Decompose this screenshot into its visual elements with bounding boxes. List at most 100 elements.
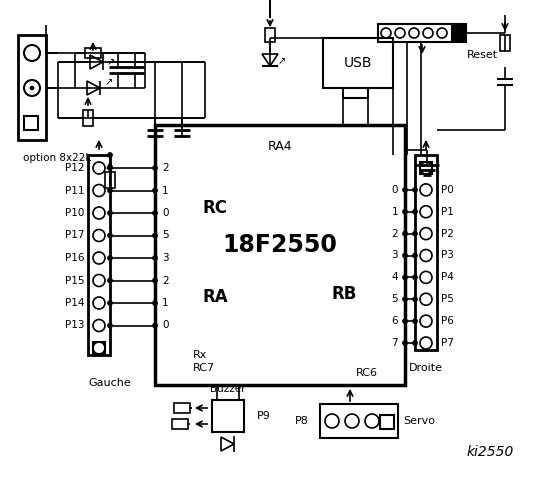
- Text: 2: 2: [392, 228, 398, 239]
- Text: ↗: ↗: [278, 56, 286, 66]
- Circle shape: [107, 300, 112, 305]
- Circle shape: [107, 153, 112, 157]
- Circle shape: [403, 275, 408, 280]
- Text: Droite: Droite: [409, 363, 443, 373]
- Bar: [323, 38, 393, 88]
- Text: P7: P7: [441, 338, 454, 348]
- Circle shape: [403, 187, 408, 192]
- Text: RC6: RC6: [356, 368, 378, 378]
- Circle shape: [413, 297, 418, 302]
- Circle shape: [153, 211, 158, 216]
- Bar: [380, 415, 394, 429]
- Text: 0: 0: [162, 208, 169, 218]
- Circle shape: [413, 275, 418, 280]
- Bar: [378, 24, 466, 42]
- Text: RC: RC: [203, 199, 228, 217]
- Bar: [105, 172, 115, 188]
- Circle shape: [413, 231, 418, 236]
- Circle shape: [107, 233, 112, 238]
- Text: P6: P6: [441, 316, 454, 326]
- Bar: [24, 116, 38, 130]
- Text: P12: P12: [65, 163, 84, 173]
- Bar: [452, 26, 464, 40]
- Text: 2: 2: [162, 163, 169, 173]
- Bar: [155, 125, 405, 385]
- Text: 0: 0: [162, 321, 169, 331]
- Text: RA4: RA4: [268, 141, 293, 154]
- Circle shape: [107, 166, 112, 170]
- Text: ki2550: ki2550: [466, 445, 514, 459]
- Text: RA: RA: [203, 288, 228, 306]
- Text: 18F2550: 18F2550: [222, 233, 337, 257]
- Text: Reset: Reset: [467, 50, 498, 60]
- Bar: [85, 48, 101, 58]
- Circle shape: [153, 233, 158, 238]
- Bar: [415, 155, 437, 350]
- Bar: [500, 35, 510, 51]
- Circle shape: [403, 340, 408, 346]
- Bar: [83, 110, 93, 126]
- Circle shape: [403, 253, 408, 258]
- Text: 3: 3: [162, 253, 169, 263]
- Text: option 8x22k: option 8x22k: [23, 153, 91, 163]
- Circle shape: [403, 209, 408, 214]
- Text: P5: P5: [441, 294, 454, 304]
- Bar: [18, 35, 46, 140]
- Text: P1: P1: [441, 207, 454, 217]
- Text: 7: 7: [392, 338, 398, 348]
- Text: USB: USB: [344, 56, 372, 70]
- Bar: [420, 162, 432, 174]
- Circle shape: [153, 323, 158, 328]
- Bar: [320, 404, 398, 438]
- Text: 1: 1: [162, 298, 169, 308]
- Bar: [265, 28, 275, 42]
- Circle shape: [403, 297, 408, 302]
- Circle shape: [107, 211, 112, 216]
- Text: ↗: ↗: [107, 57, 115, 67]
- Text: ↗: ↗: [105, 77, 113, 87]
- Text: 2: 2: [162, 276, 169, 286]
- Circle shape: [107, 255, 112, 261]
- Text: 1: 1: [392, 207, 398, 217]
- Text: Servo: Servo: [403, 416, 435, 426]
- Circle shape: [403, 231, 408, 236]
- Circle shape: [413, 209, 418, 214]
- Circle shape: [403, 319, 408, 324]
- Text: P9: P9: [257, 411, 271, 421]
- Text: P16: P16: [65, 253, 84, 263]
- Bar: [212, 400, 244, 432]
- Text: P8: P8: [295, 416, 309, 426]
- Text: RC7: RC7: [193, 363, 215, 373]
- Text: Rx: Rx: [193, 350, 207, 360]
- Text: Gauche: Gauche: [88, 378, 131, 388]
- Text: 1: 1: [162, 185, 169, 195]
- Text: P2: P2: [441, 228, 454, 239]
- Text: P0: P0: [441, 185, 454, 195]
- Text: 5: 5: [162, 230, 169, 240]
- Text: Buzzer: Buzzer: [210, 384, 246, 394]
- Text: P4: P4: [441, 272, 454, 282]
- Bar: [174, 403, 190, 413]
- Text: P15: P15: [65, 276, 84, 286]
- Circle shape: [153, 188, 158, 193]
- Text: 0: 0: [392, 185, 398, 195]
- Circle shape: [413, 187, 418, 192]
- Circle shape: [413, 253, 418, 258]
- Circle shape: [107, 323, 112, 328]
- Bar: [88, 155, 110, 355]
- Circle shape: [30, 86, 34, 90]
- Circle shape: [153, 255, 158, 261]
- Bar: [93, 342, 105, 354]
- Circle shape: [413, 340, 418, 346]
- Text: 5: 5: [392, 294, 398, 304]
- Text: 3: 3: [392, 251, 398, 261]
- Text: P17: P17: [65, 230, 84, 240]
- Circle shape: [107, 188, 112, 193]
- Text: P10: P10: [65, 208, 84, 218]
- Text: 6: 6: [392, 316, 398, 326]
- Bar: [172, 419, 188, 429]
- Circle shape: [153, 300, 158, 305]
- Text: P14: P14: [65, 298, 84, 308]
- Text: 4: 4: [392, 272, 398, 282]
- Circle shape: [153, 278, 158, 283]
